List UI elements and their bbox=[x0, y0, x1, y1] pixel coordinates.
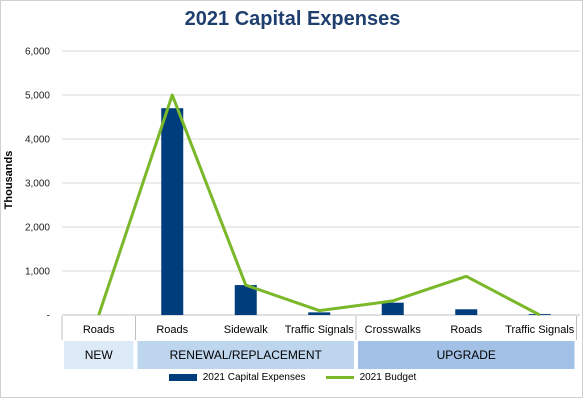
legend-label-expenses: 2021 Capital Expenses bbox=[202, 372, 306, 383]
category-label: Traffic Signals bbox=[285, 324, 355, 336]
category-label: Roads bbox=[83, 324, 115, 336]
bar-series bbox=[161, 108, 551, 315]
gridlines bbox=[62, 50, 580, 316]
bar bbox=[161, 108, 184, 315]
budget-line bbox=[97, 93, 541, 317]
y-tick-label: 2,000 bbox=[25, 223, 50, 234]
legend-swatch-expenses bbox=[168, 374, 197, 381]
category-label: Roads bbox=[156, 324, 188, 336]
bar bbox=[308, 312, 331, 315]
category-label: Roads bbox=[450, 324, 482, 336]
category-label: Traffic Signals bbox=[505, 324, 575, 336]
group-label: UPGRADE bbox=[437, 348, 496, 362]
group-axis: NEW RENEWAL/REPLACEMENT UPGRADE bbox=[64, 341, 575, 369]
category-axis: Roads Roads Sidewalk Traffic Signals Crosswa… bbox=[61, 316, 577, 340]
y-axis-ticks: - 1,000 2,000 3,000 4,000 5,000 6,000 bbox=[25, 47, 50, 322]
legend-label-budget: 2021 Budget bbox=[359, 372, 417, 383]
group-label: NEW bbox=[85, 348, 114, 362]
y-tick-label: 3,000 bbox=[25, 179, 50, 190]
y-tick-label: 6,000 bbox=[25, 47, 50, 58]
y-axis-label: Thousands bbox=[3, 151, 15, 210]
bar bbox=[234, 285, 257, 315]
legend: 2021 Capital Expenses 2021 Budget bbox=[0, 372, 585, 383]
bar bbox=[381, 302, 404, 315]
category-label: Sidewalk bbox=[224, 324, 269, 336]
group-band bbox=[358, 341, 575, 369]
y-tick-label: - bbox=[47, 311, 50, 322]
line-series bbox=[97, 93, 541, 317]
category-label: Crosswalks bbox=[365, 324, 422, 336]
chart-title: 2021 Capital Expenses bbox=[184, 8, 401, 30]
bar bbox=[455, 309, 478, 315]
y-tick-label: 4,000 bbox=[25, 135, 50, 146]
group-band bbox=[64, 341, 134, 369]
legend-item-expenses: 2021 Capital Expenses bbox=[168, 372, 306, 383]
y-tick-label: 5,000 bbox=[25, 91, 50, 102]
group-band bbox=[137, 341, 354, 369]
group-label: RENEWAL/REPLACEMENT bbox=[170, 348, 323, 362]
legend-swatch-budget bbox=[325, 376, 354, 379]
y-tick-label: 1,000 bbox=[25, 267, 50, 278]
legend-item-budget: 2021 Budget bbox=[325, 372, 417, 383]
